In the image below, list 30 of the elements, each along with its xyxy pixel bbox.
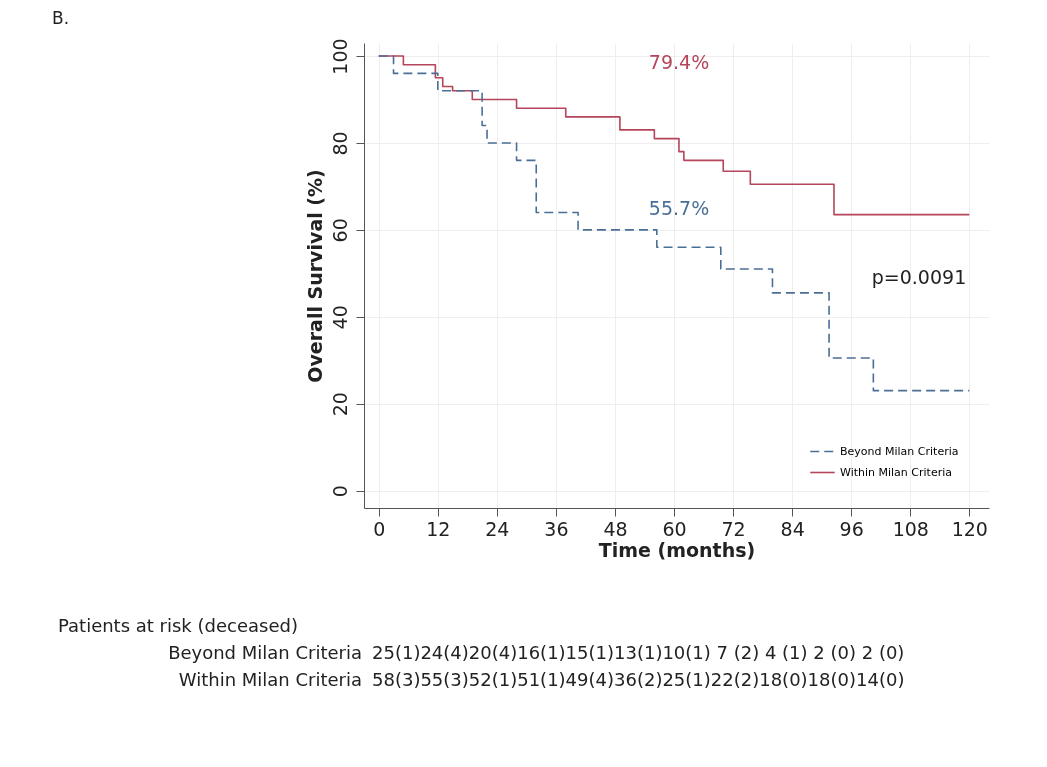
x-axis-title: Time (months) bbox=[598, 538, 756, 561]
x-tick-label: 96 bbox=[839, 517, 864, 540]
x-tick-label: 24 bbox=[485, 517, 510, 540]
x-tick-label: 108 bbox=[892, 517, 929, 540]
text: Patients at risk (deceased) bbox=[57, 614, 299, 638]
x-tick-label: 84 bbox=[780, 517, 805, 540]
annotation: 79.4% bbox=[648, 51, 710, 73]
annotation: p=0.0091 bbox=[871, 266, 967, 288]
x-tick-label: 60 bbox=[662, 517, 687, 540]
x-tick-label: 72 bbox=[721, 517, 746, 540]
x-tick-label: 12 bbox=[426, 517, 451, 540]
text: Within Milan Criteria bbox=[177, 668, 363, 692]
y-tick-label: 80 bbox=[328, 131, 351, 156]
legend-label: Beyond Milan Criteria bbox=[840, 444, 959, 458]
y-tick-label: 0 bbox=[328, 485, 351, 498]
y-tick-label: 40 bbox=[328, 305, 351, 330]
y-tick-label: 100 bbox=[328, 38, 351, 75]
x-tick-label: 0 bbox=[373, 517, 386, 540]
y-axis-title: Overall Survival (%) bbox=[303, 169, 326, 383]
x-tick-label: 36 bbox=[544, 517, 569, 540]
x-tick-label: 120 bbox=[951, 517, 988, 540]
text: B. bbox=[52, 8, 70, 28]
y-tick-label: 60 bbox=[328, 218, 351, 243]
text: 58(3)55(3)52(1)51(1)49(4)36(2)25(1)22(2)18(0)18(0)14(0) bbox=[372, 668, 905, 692]
annotation: 55.7% bbox=[648, 197, 710, 219]
y-tick-label: 20 bbox=[328, 392, 351, 417]
legend-label: Within Milan Criteria bbox=[840, 465, 952, 479]
text: 25(1)24(4)20(4)16(1)15(1)13(1)10(1) 7 (2) 4 (1) 2 (0) 2 (0) bbox=[372, 641, 905, 665]
text: Beyond Milan Criteria bbox=[167, 641, 363, 665]
x-tick-label: 48 bbox=[603, 517, 628, 540]
